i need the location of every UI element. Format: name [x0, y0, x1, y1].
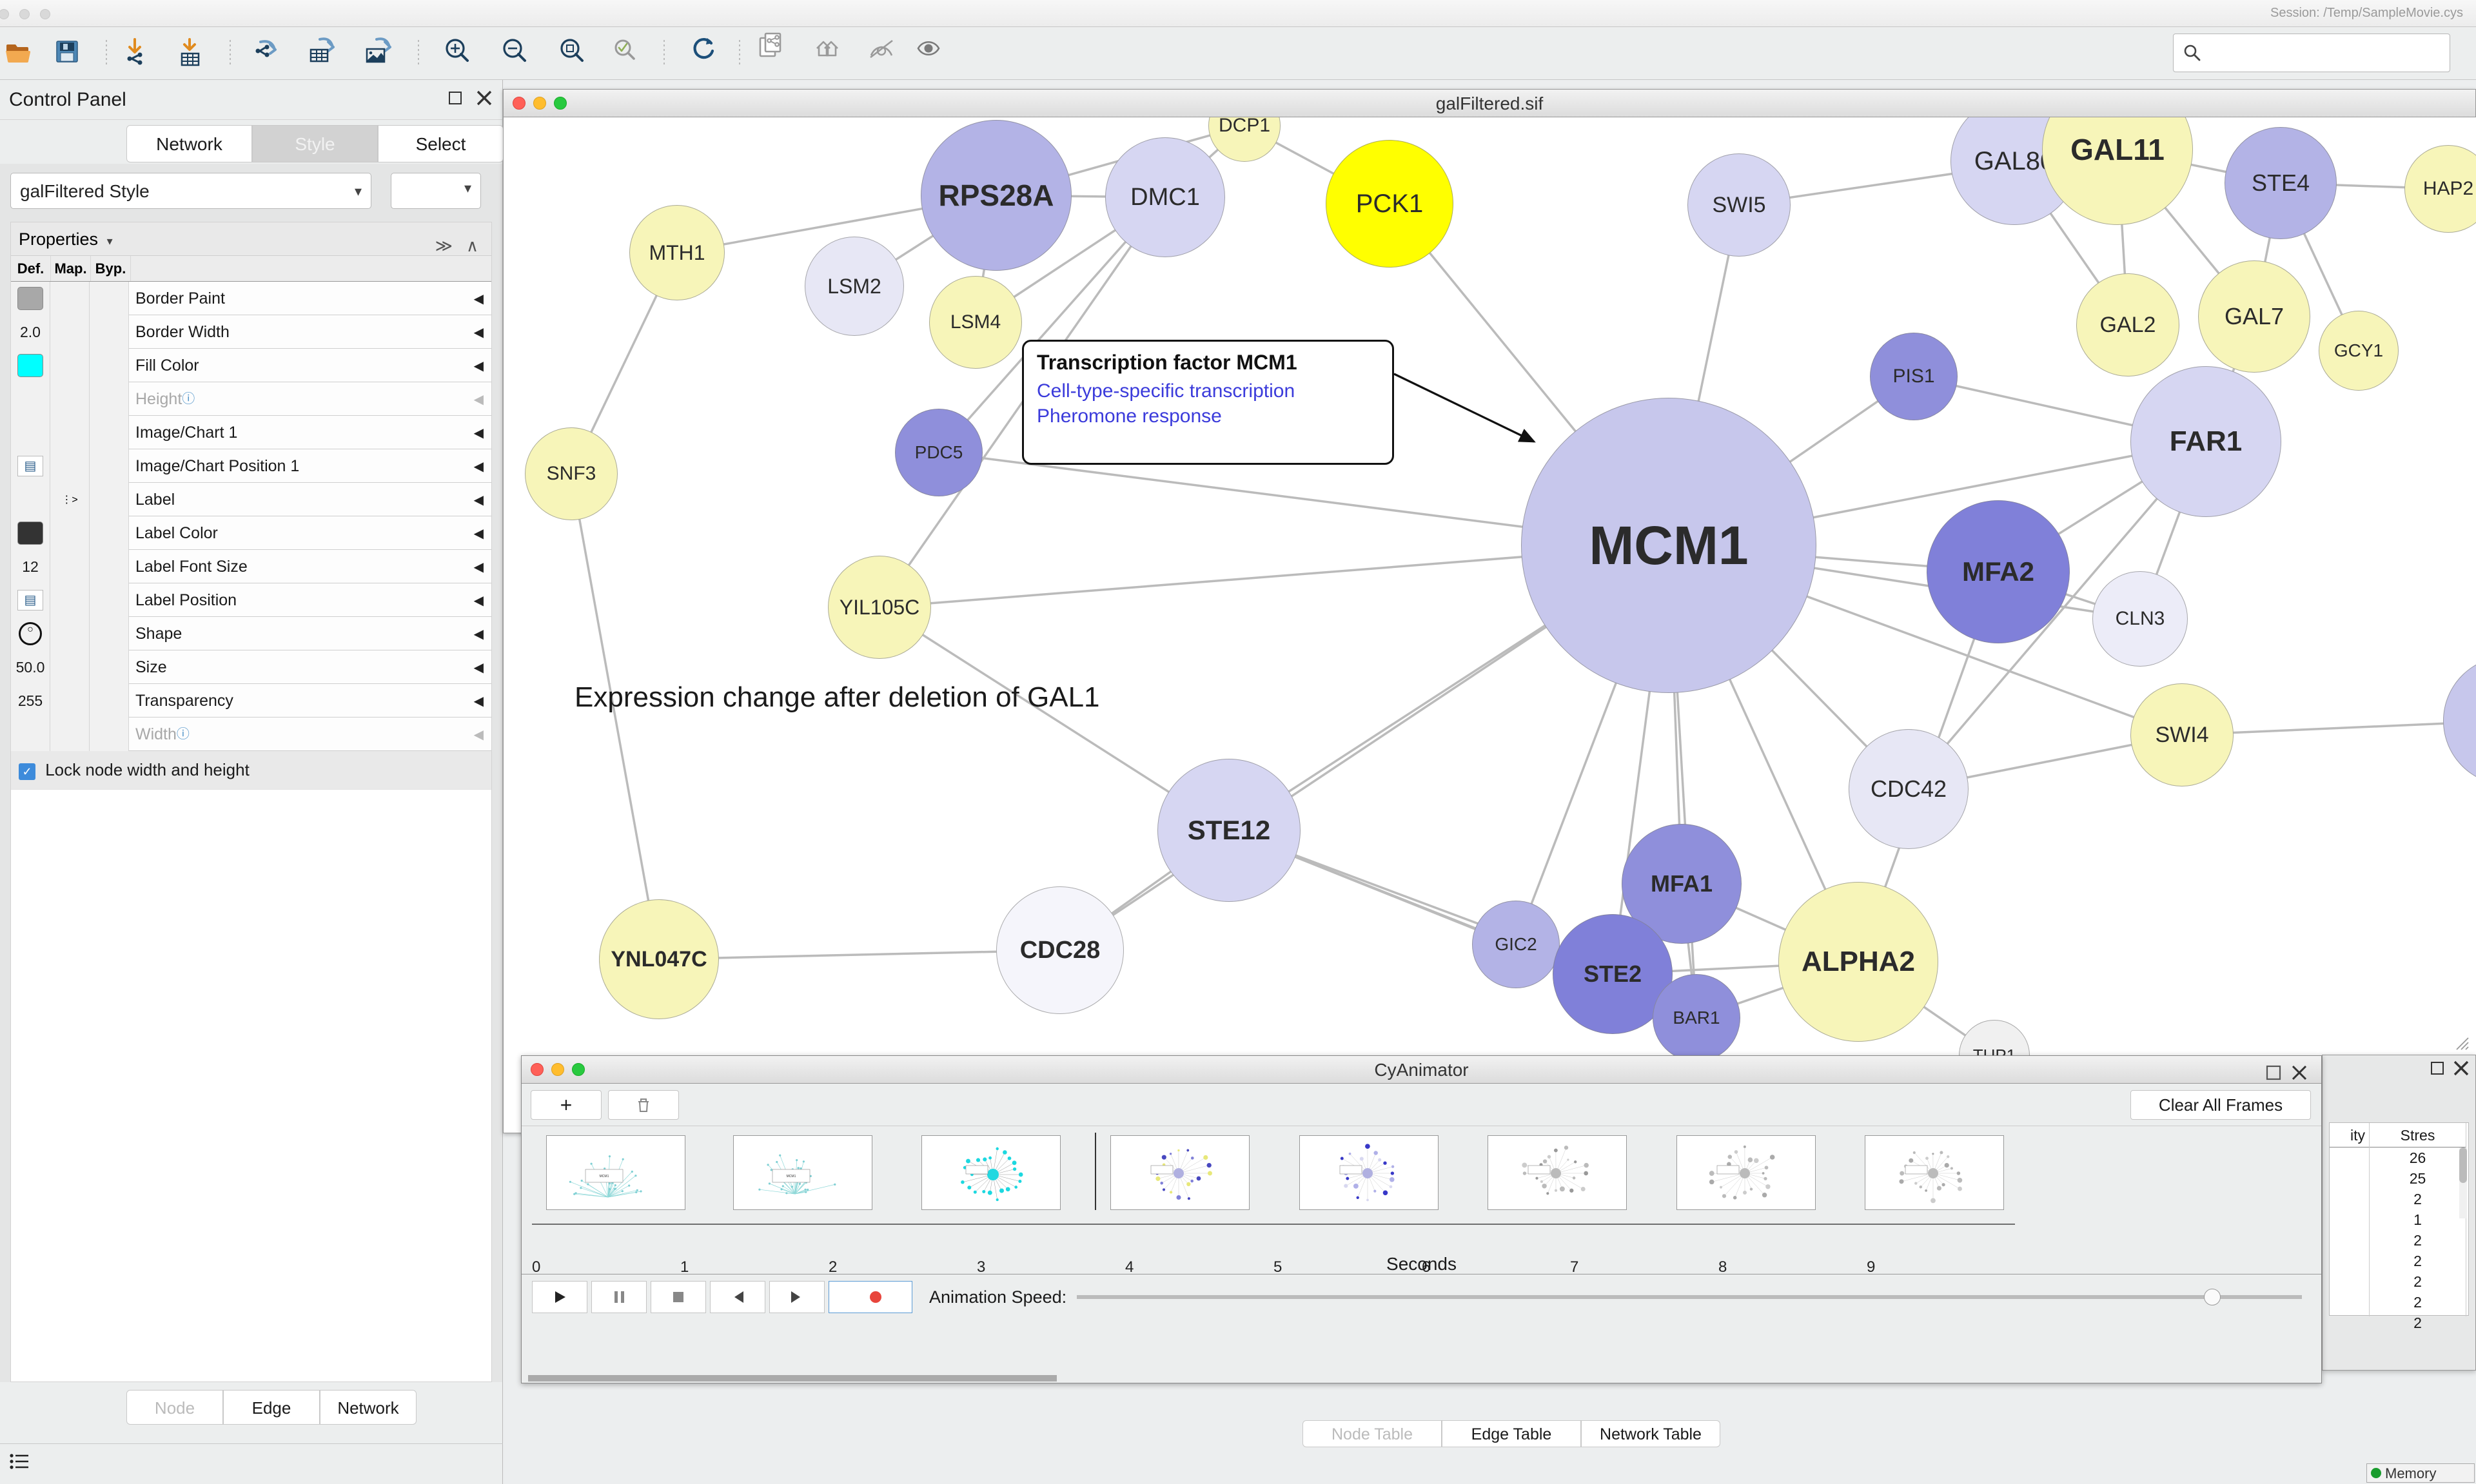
- svg-text:MCM1: MCM1: [600, 1175, 609, 1178]
- svg-text:MCM1: MCM1: [787, 1175, 796, 1178]
